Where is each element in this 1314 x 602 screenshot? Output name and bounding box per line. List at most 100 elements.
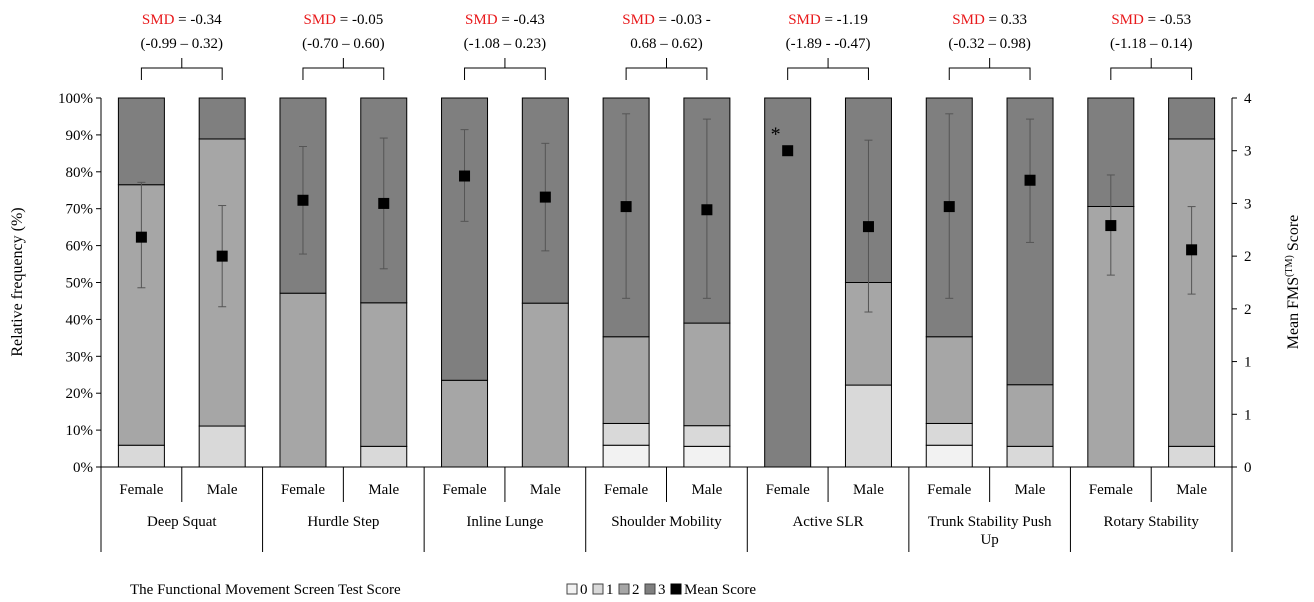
sex-label: Male <box>691 482 722 498</box>
bar-segment-score-3 <box>521 97 569 304</box>
smd-value: = -0.34 <box>174 12 222 28</box>
mean-marker <box>216 250 228 262</box>
smd-prefix: SMD <box>622 12 655 28</box>
legend-swatch-3 <box>644 583 656 595</box>
mean-marker <box>539 191 551 203</box>
bar-segment-score-2 <box>360 302 408 447</box>
y-tick-label: 50% <box>66 276 94 292</box>
bar-segment-score-3 <box>764 97 812 468</box>
mean-marker <box>782 145 794 157</box>
y2-tick-label: 0 <box>1244 460 1252 476</box>
smd-label: SMD = -0.53 <box>1111 12 1191 28</box>
bar-segment-score-3 <box>117 97 165 186</box>
smd-value: = -0.05 <box>336 12 383 28</box>
comparison-bracket <box>787 58 869 80</box>
sex-label: Female <box>442 482 486 498</box>
comparison-bracket <box>140 58 223 80</box>
legend-label-3: 3 <box>658 582 666 598</box>
y-tick-label: 30% <box>66 349 94 365</box>
sex-label: Male <box>368 482 399 498</box>
y2-axis-title-main: Mean FMS <box>1285 277 1302 349</box>
smd-label: SMD = -0.43 <box>465 12 545 28</box>
bar-segment-score-1 <box>117 444 165 468</box>
bar-segment-score-2 <box>683 322 731 427</box>
mean-marker <box>943 201 955 213</box>
y-tick-label: 60% <box>66 239 94 255</box>
bar-segment-score-0 <box>683 445 731 468</box>
smd-ci: (-1.89 - -0.47) <box>786 36 871 52</box>
y-tick-label: 70% <box>66 202 94 218</box>
y-axis-title: Relative frequency (%) <box>9 207 26 356</box>
sex-label: Female <box>604 482 648 498</box>
sex-label: Female <box>1089 482 1133 498</box>
legend-swatch-0 <box>566 583 578 595</box>
bar-segment-score-3 <box>198 97 246 140</box>
bar-segment-score-1 <box>925 422 973 446</box>
y2-tick-label: 2 <box>1244 302 1252 318</box>
smd-prefix: SMD <box>788 12 821 28</box>
bars-layer <box>117 97 1216 468</box>
mean-marker <box>862 221 874 233</box>
y2-axis-title-sup: (TM) <box>1284 255 1295 277</box>
y2-tick-label: 1 <box>1244 407 1252 423</box>
group-label: Trunk Stability Push <box>928 514 1052 530</box>
y-tick-label: 100% <box>58 91 93 107</box>
bar-segment-score-1 <box>1006 445 1054 468</box>
comparison-bracket <box>948 58 1031 80</box>
bar-segment-score-2 <box>117 184 165 446</box>
smd-label: SMD = -0.34 <box>142 12 222 28</box>
smd-annotations: SMD = -0.34 (-0.99 – 0.32) SMD = -0.05 (-0.… <box>140 12 1193 80</box>
bar-segment-score-1 <box>683 425 731 447</box>
smd-prefix: SMD <box>952 12 985 28</box>
bar-segment-score-2 <box>441 379 489 468</box>
right-axis: 0 1 1 2 2 3 3 4 <box>1231 91 1252 476</box>
y-tick-label: 90% <box>66 128 94 144</box>
y2-axis-title: Mean FMS(TM) Score <box>1284 215 1302 350</box>
smd-value: = -0.53 <box>1144 12 1191 28</box>
legend-label-mean: Mean Score <box>684 582 756 598</box>
group-label: Active SLR <box>792 514 863 530</box>
smd-label: SMD = -1.19 <box>788 12 868 28</box>
mean-marker <box>1024 174 1036 186</box>
mean-marker <box>1105 220 1117 232</box>
x-axis-categories: Female Male Deep Squat Female Male Hurdle Ste… <box>100 466 1233 552</box>
group-label: Deep Squat <box>147 514 217 530</box>
smd-ci: 0.68 – 0.62) <box>630 36 703 52</box>
legend-label-2: 2 <box>632 582 640 598</box>
y2-tick-label: 3 <box>1244 196 1252 212</box>
sex-label: Female <box>766 482 810 498</box>
sex-label: Male <box>1176 482 1207 498</box>
significance-marker: * <box>771 124 781 146</box>
y-tick-label: 0% <box>73 460 93 476</box>
bar-segment-score-2 <box>1006 384 1054 447</box>
bar-segment-score-0 <box>925 444 973 468</box>
group-label: Inline Lunge <box>466 514 543 530</box>
left-axis: 0% 10% 20% 30% 40% 50% 60% 70% 80% 90% 100% <box>58 91 102 476</box>
comparison-bracket <box>302 58 385 80</box>
legend-swatch-1 <box>592 583 604 595</box>
smd-ci: (-0.70 – 0.60) <box>302 36 385 52</box>
mean-marker <box>297 194 309 206</box>
y-tick-label: 10% <box>66 423 94 439</box>
sex-label: Female <box>281 482 325 498</box>
y2-tick-label: 3 <box>1244 144 1252 160</box>
smd-prefix: SMD <box>1111 12 1144 28</box>
smd-label: SMD = 0.33 <box>952 12 1027 28</box>
bar-segment-score-2 <box>279 292 327 468</box>
bar-segment-score-1 <box>1168 445 1216 468</box>
legend-swatch-mean <box>670 583 682 595</box>
bar-segment-score-2 <box>925 336 973 424</box>
sex-label: Female <box>119 482 163 498</box>
bar-segment-score-2 <box>521 302 569 468</box>
comparison-bracket <box>1110 58 1193 80</box>
group-label: Shoulder Mobility <box>611 514 722 530</box>
smd-label: SMD = -0.05 <box>303 12 383 28</box>
bar-segment-score-3 <box>1168 97 1216 140</box>
y2-tick-label: 4 <box>1244 91 1252 107</box>
bar-segment-score-2 <box>602 336 650 424</box>
group-label: Hurdle Step <box>307 514 379 530</box>
smd-prefix: SMD <box>465 12 498 28</box>
sex-label: Male <box>207 482 238 498</box>
bar-segment-score-0 <box>602 444 650 468</box>
